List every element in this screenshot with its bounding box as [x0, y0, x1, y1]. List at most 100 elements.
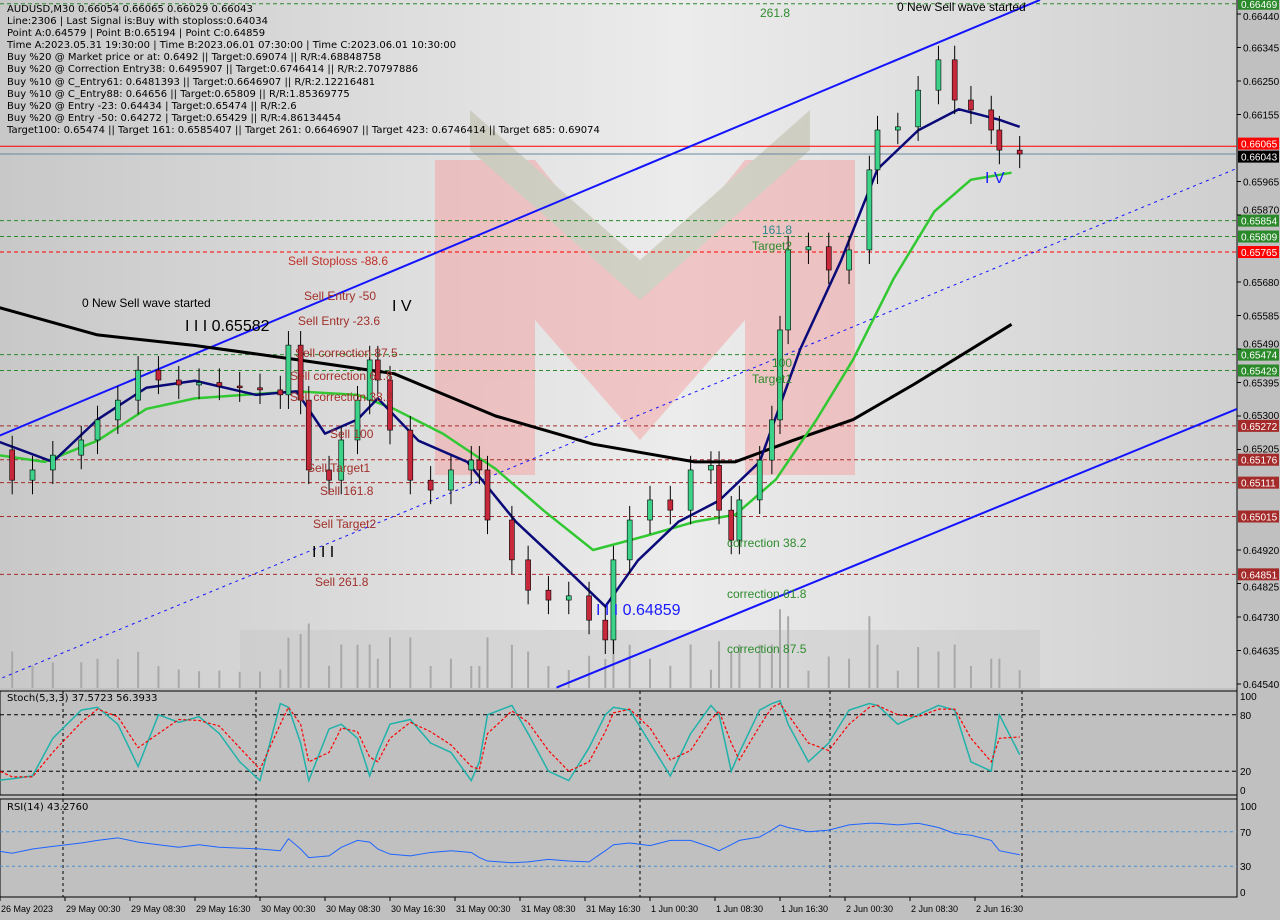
- candle: [996, 129, 1003, 151]
- candle: [115, 399, 121, 421]
- candle: [175, 379, 182, 386]
- x-tick-label: 30 May 16:30: [391, 904, 446, 914]
- price-level-label: 0.65765: [1241, 248, 1278, 259]
- chart-annotation: Sell 161.8: [320, 484, 374, 498]
- chart-annotation: I V: [392, 298, 412, 315]
- candle: [667, 499, 674, 511]
- rsi-label: RSI(14) 43.2760: [7, 802, 89, 813]
- x-tick-label: 30 May 08:30: [326, 904, 381, 914]
- rsi-panel: [0, 798, 1238, 898]
- info-line: Target100: 0.65474 || Target 161: 0.6585…: [7, 124, 600, 136]
- stoch-tick-label: 0: [1240, 786, 1246, 797]
- candle: [407, 429, 414, 481]
- candle: [216, 382, 223, 387]
- candle: [50, 454, 56, 471]
- rsi-tick-label: 0: [1240, 888, 1246, 899]
- stoch-tick-label: 100: [1240, 692, 1257, 703]
- candle: [866, 169, 873, 251]
- rsi-tick-label: 30: [1240, 862, 1252, 873]
- info-line: AUDUSD,M30 0.66054 0.66065 0.66029 0.660…: [7, 4, 253, 15]
- price-level-label: 0.65474: [1241, 351, 1278, 362]
- candle: [326, 469, 332, 481]
- candle: [586, 595, 592, 621]
- y-tick-label: 0.65965: [1243, 177, 1280, 188]
- candle: [874, 129, 881, 171]
- candle: [387, 379, 393, 431]
- watermark-logo: [240, 110, 1040, 688]
- x-tick-label: 2 Jun 16:30: [976, 904, 1023, 914]
- candle: [448, 469, 454, 491]
- candle: [476, 459, 483, 471]
- y-tick-label: 0.64540: [1243, 680, 1280, 691]
- candle: [509, 519, 515, 561]
- candle: [236, 385, 243, 389]
- candle: [354, 399, 361, 441]
- y-tick-label: 0.65680: [1243, 278, 1280, 289]
- chart-annotation: Sell correction 61.8: [290, 369, 393, 383]
- x-tick-label: 31 May 08:30: [521, 904, 576, 914]
- y-tick-label: 0.64825: [1243, 582, 1280, 593]
- candle: [736, 499, 743, 541]
- stoch-panel: [0, 690, 1238, 796]
- chart-annotation: I I I 0.65582: [185, 318, 270, 335]
- chart-annotation: correction 61.8: [727, 587, 807, 601]
- candle: [846, 249, 852, 271]
- chart-annotation: 261.8: [760, 6, 791, 20]
- signal-info-panel: AUDUSD,M30 0.66054 0.66065 0.66029 0.660…: [7, 4, 600, 137]
- candle: [915, 89, 921, 128]
- candle: [525, 559, 531, 591]
- x-tick-label: 31 May 16:30: [586, 904, 641, 914]
- chart-annotation: I V: [985, 170, 1005, 187]
- x-tick-label: 29 May 08:30: [131, 904, 186, 914]
- candle: [135, 369, 141, 401]
- stoch-signal-line: [0, 702, 1020, 778]
- candle: [94, 419, 101, 441]
- candle: [895, 126, 901, 131]
- candle: [687, 469, 694, 511]
- info-line: Line:2306 | Last Signal is:Buy with stop…: [7, 16, 268, 28]
- price-level-tag: [1238, 568, 1279, 581]
- y-tick-label: 0.65870: [1243, 206, 1280, 217]
- price-level-label: 0.65111: [1241, 479, 1276, 490]
- candle: [708, 465, 714, 471]
- candle: [29, 469, 36, 481]
- price-level-tag: [1238, 0, 1279, 10]
- channel-line: [556, 408, 1238, 689]
- chart-annotation: Target2: [752, 239, 793, 253]
- candle: [785, 249, 791, 331]
- y-tick-label: 0.65490: [1243, 340, 1280, 351]
- price-level-tag: [1238, 348, 1279, 361]
- price-level-tag: [1238, 214, 1279, 227]
- y-tick-label: 0.65395: [1243, 378, 1280, 389]
- candle: [626, 519, 633, 561]
- candle: [756, 459, 763, 501]
- price-level-label: 0.65809: [1241, 233, 1278, 244]
- price-level-tag: [1238, 150, 1279, 163]
- candle: [565, 595, 572, 601]
- price-level-tag: [1238, 364, 1279, 377]
- candle: [647, 499, 653, 521]
- price-level-label: 0.66065: [1241, 140, 1278, 151]
- x-tick-label: 26 May 2023: [1, 904, 53, 914]
- x-tick-label: 1 Jun 08:30: [716, 904, 763, 914]
- chart-annotation: Sell 261.8: [315, 575, 369, 589]
- y-tick-label: 0.65205: [1243, 445, 1280, 456]
- chart-annotation: 100: [772, 356, 793, 370]
- candle: [468, 459, 475, 471]
- y-tick-label: 0.66440: [1243, 12, 1280, 23]
- candle: [285, 344, 292, 396]
- price-level-label: 0.65176: [1241, 456, 1278, 467]
- price-level-tag: [1238, 510, 1279, 523]
- channel-line: [0, 0, 1041, 437]
- info-line: Buy %20 @ Entry -50: 0.64272 | Target:0.…: [7, 112, 342, 124]
- chart-annotation: Sell Target2: [313, 517, 377, 531]
- y-tick-label: 0.65585: [1243, 311, 1280, 322]
- candle: [375, 359, 381, 381]
- candle: [777, 329, 783, 421]
- candle: [825, 246, 832, 271]
- price-level-tag: [1238, 137, 1279, 150]
- candle: [716, 465, 722, 511]
- ma-mid-line: [0, 171, 1012, 552]
- chart-annotation: Sell Stoploss -88.6: [288, 254, 389, 268]
- candle: [602, 619, 609, 641]
